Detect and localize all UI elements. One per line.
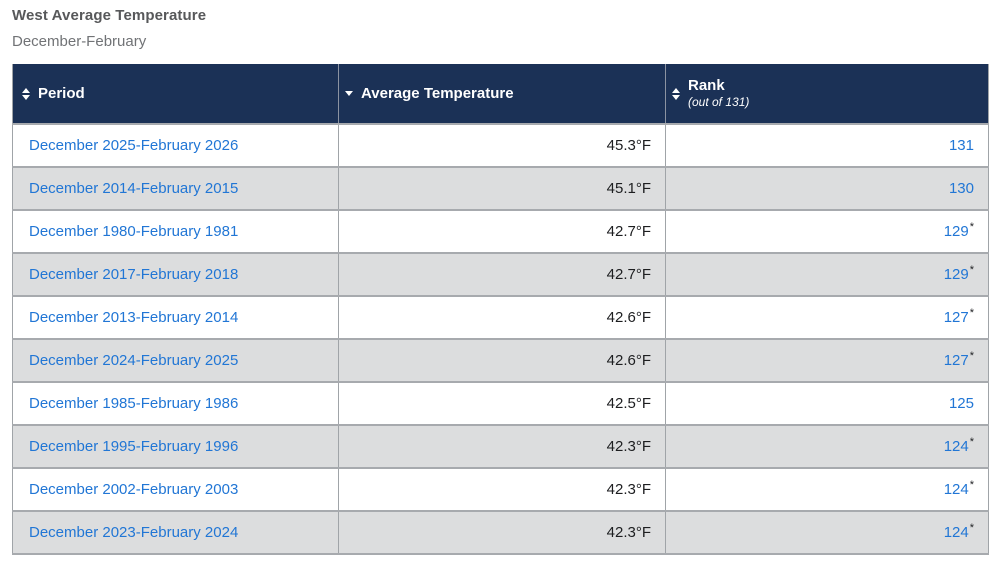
rank-link[interactable]: 129: [943, 223, 969, 240]
table-row: December 1980-February 1981 42.7°F 129*: [12, 209, 989, 253]
temperature-cell: 42.7°F: [338, 252, 666, 296]
temperature-cell: 45.3°F: [338, 123, 666, 167]
rank-cell: 124*: [665, 467, 989, 511]
table-row: December 2025-February 2026 45.3°F 131: [12, 123, 989, 167]
rank-link[interactable]: 127: [943, 309, 969, 326]
rank-asterisk: *: [969, 522, 974, 534]
period-link[interactable]: December 1980-February 1981: [29, 223, 239, 240]
rank-link[interactable]: 131: [948, 137, 974, 154]
temperature-value: 42.7°F: [606, 223, 651, 240]
table-header-row: Period Average Temperature Rank (out of …: [12, 64, 989, 124]
period-cell: December 2023-February 2024: [12, 510, 339, 554]
period-cell: December 2017-February 2018: [12, 252, 339, 296]
page-title: West Average Temperature: [12, 7, 207, 24]
rank-link[interactable]: 129: [943, 266, 969, 283]
period-link[interactable]: December 2023-February 2024: [29, 524, 239, 541]
temperature-value: 42.7°F: [606, 266, 651, 283]
temperature-cell: 45.1°F: [338, 166, 666, 210]
period-cell: December 2024-February 2025: [12, 338, 339, 382]
table-row: December 1995-February 1996 42.3°F 124*: [12, 424, 989, 468]
temperature-value: 42.3°F: [606, 481, 651, 498]
period-cell: December 2013-February 2014: [12, 295, 339, 339]
period-link[interactable]: December 2002-February 2003: [29, 481, 239, 498]
rank-link[interactable]: 124: [943, 524, 969, 541]
table-row: December 2002-February 2003 42.3°F 124*: [12, 467, 989, 511]
temperature-value: 45.1°F: [606, 180, 651, 197]
temperature-value: 42.6°F: [606, 352, 651, 369]
period-cell: December 2025-February 2026: [12, 123, 339, 167]
table-row: December 2023-February 2024 42.3°F 124*: [12, 510, 989, 554]
table-row: December 2024-February 2025 42.6°F 127*: [12, 338, 989, 382]
sort-both-icon[interactable]: [22, 87, 30, 100]
rank-cell: 131: [665, 123, 989, 167]
temperature-cell: 42.3°F: [338, 510, 666, 554]
column-sublabel-rank: (out of 131): [688, 95, 750, 110]
rank-asterisk: *: [969, 350, 974, 362]
temperature-cell: 42.3°F: [338, 424, 666, 468]
period-link[interactable]: December 2014-February 2015: [29, 180, 239, 197]
rank-cell: 129*: [665, 209, 989, 253]
table-body: December 2025-February 2026 45.3°F 131 D…: [12, 123, 989, 554]
column-label-rank: Rank: [688, 76, 725, 94]
temperature-value: 42.5°F: [606, 395, 651, 412]
rank-asterisk: *: [969, 436, 974, 448]
period-link[interactable]: December 2017-February 2018: [29, 266, 239, 283]
rank-link[interactable]: 130: [948, 180, 974, 197]
temperature-cell: 42.3°F: [338, 467, 666, 511]
rank-asterisk: *: [969, 479, 974, 491]
period-cell: December 1995-February 1996: [12, 424, 339, 468]
temperature-rank-table: Period Average Temperature Rank (out of …: [12, 64, 989, 555]
period-cell: December 2002-February 2003: [12, 467, 339, 511]
period-cell: December 1980-February 1981: [12, 209, 339, 253]
page-container: West Average Temperature December-Februa…: [12, 7, 989, 555]
rank-cell: 129*: [665, 252, 989, 296]
sort-desc-icon[interactable]: [345, 91, 353, 96]
rank-link[interactable]: 124: [943, 438, 969, 455]
temperature-value: 42.3°F: [606, 524, 651, 541]
period-link[interactable]: December 2013-February 2014: [29, 309, 239, 326]
table-row: December 2014-February 2015 45.1°F 130: [12, 166, 989, 210]
temperature-cell: 42.5°F: [338, 381, 666, 425]
rank-asterisk: *: [969, 307, 974, 319]
temperature-cell: 42.7°F: [338, 209, 666, 253]
page-subtitle: December-February: [12, 33, 147, 50]
sort-both-icon[interactable]: [672, 87, 680, 100]
rank-cell: 127*: [665, 338, 989, 382]
rank-link[interactable]: 125: [948, 395, 974, 412]
period-link[interactable]: December 1995-February 1996: [29, 438, 239, 455]
rank-link[interactable]: 124: [943, 481, 969, 498]
rank-link[interactable]: 127: [943, 352, 969, 369]
rank-asterisk: *: [969, 264, 974, 276]
rank-cell: 125: [665, 381, 989, 425]
column-label-period: Period: [38, 85, 85, 102]
temperature-cell: 42.6°F: [338, 295, 666, 339]
rank-cell: 124*: [665, 510, 989, 554]
temperature-value: 45.3°F: [606, 137, 651, 154]
rank-cell: 124*: [665, 424, 989, 468]
rank-asterisk: *: [969, 221, 974, 233]
temperature-cell: 42.6°F: [338, 338, 666, 382]
table-row: December 2013-February 2014 42.6°F 127*: [12, 295, 989, 339]
temperature-value: 42.3°F: [606, 438, 651, 455]
table-header: Period Average Temperature Rank (out of …: [12, 64, 989, 124]
rank-cell: 130: [665, 166, 989, 210]
period-link[interactable]: December 2025-February 2026: [29, 137, 239, 154]
period-cell: December 1985-February 1986: [12, 381, 339, 425]
period-link[interactable]: December 1985-February 1986: [29, 395, 239, 412]
rank-cell: 127*: [665, 295, 989, 339]
period-cell: December 2014-February 2015: [12, 166, 339, 210]
column-header-period[interactable]: Period: [12, 64, 339, 124]
period-link[interactable]: December 2024-February 2025: [29, 352, 239, 369]
table-row: December 2017-February 2018 42.7°F 129*: [12, 252, 989, 296]
temperature-value: 42.6°F: [606, 309, 651, 326]
table-row: December 1985-February 1986 42.5°F 125: [12, 381, 989, 425]
column-label-average-temperature: Average Temperature: [361, 85, 514, 102]
column-header-average-temperature[interactable]: Average Temperature: [338, 64, 666, 124]
column-header-rank[interactable]: Rank (out of 131): [665, 64, 989, 124]
